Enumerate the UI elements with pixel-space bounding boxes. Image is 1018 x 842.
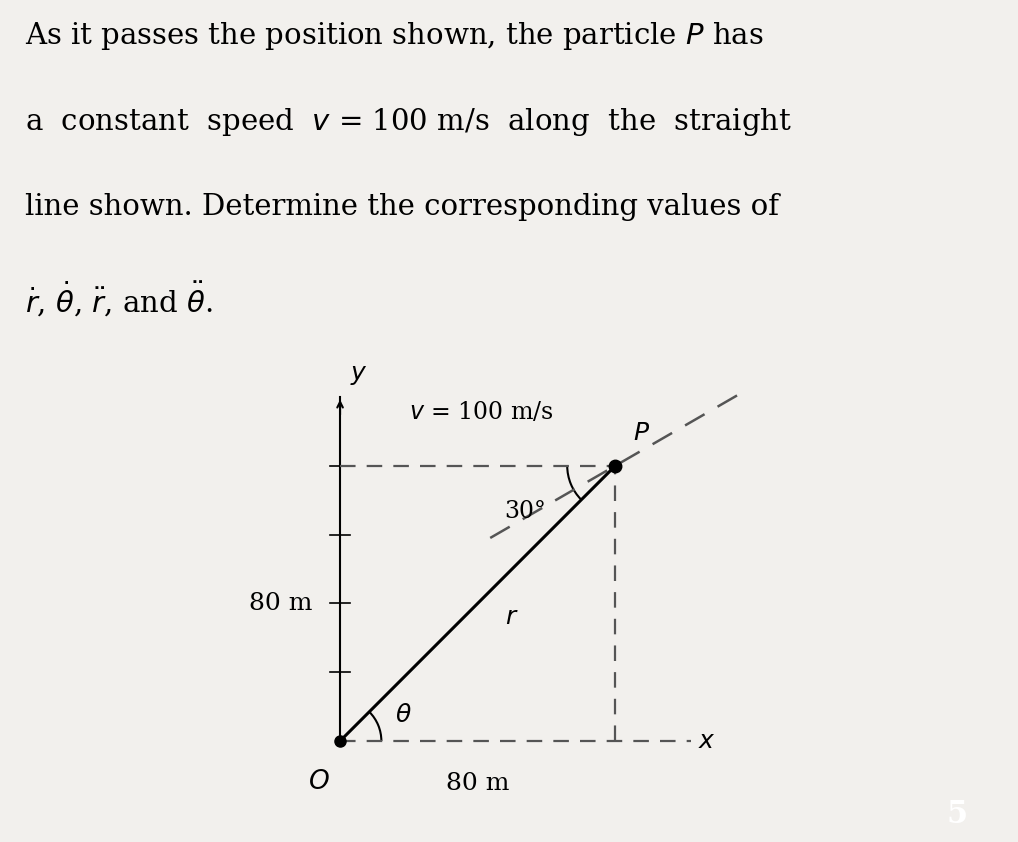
Text: a  constant  speed  $v$ = 100 m/s  along  the  straight: a constant speed $v$ = 100 m/s along the… [25,106,792,138]
Text: $\theta$: $\theta$ [395,704,412,727]
Text: 30°: 30° [505,500,547,523]
Text: $v$ = 100 m/s: $v$ = 100 m/s [408,401,554,424]
Text: 5: 5 [947,799,967,830]
Text: 80 m: 80 m [249,592,313,615]
Text: $y$: $y$ [350,364,369,386]
Text: line shown. Determine the corresponding values of: line shown. Determine the corresponding … [25,193,779,221]
Text: As it passes the position shown, the particle $P$ has: As it passes the position shown, the par… [25,20,764,52]
Text: $O$: $O$ [308,769,330,793]
Text: $P$: $P$ [632,421,649,445]
Text: $r$: $r$ [505,605,519,629]
Text: 80 m: 80 m [446,772,509,795]
Text: $x$: $x$ [698,729,716,753]
Text: $\dot{r}$, $\dot{\theta}$, $\ddot{r}$, and $\ddot{\theta}$.: $\dot{r}$, $\dot{\theta}$, $\ddot{r}$, a… [25,280,213,318]
